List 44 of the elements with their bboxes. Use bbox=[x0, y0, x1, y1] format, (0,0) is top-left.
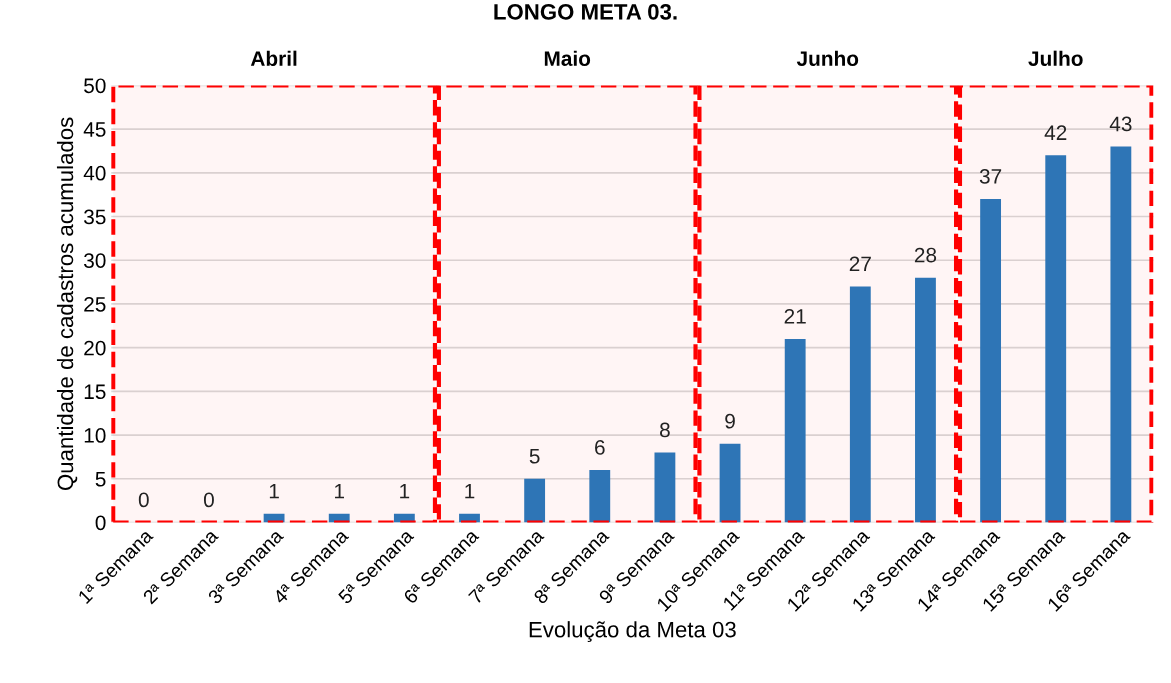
data-label: 6 bbox=[595, 440, 605, 455]
y-axis-title: Quantidade de cadastros acumulados bbox=[56, 117, 78, 491]
y-tick-label: 45 bbox=[83, 122, 106, 137]
y-tick-label: 25 bbox=[84, 296, 106, 312]
band-label: Abril bbox=[250, 50, 297, 66]
data-label: 0 bbox=[203, 492, 214, 508]
data-label: 9 bbox=[725, 413, 735, 429]
y-tick-label: 35 bbox=[84, 209, 106, 225]
bar bbox=[524, 478, 546, 523]
data-label: 27 bbox=[849, 256, 871, 272]
bar bbox=[719, 443, 741, 523]
data-label: 8 bbox=[660, 422, 670, 438]
y-tick-label: 5 bbox=[95, 472, 106, 487]
y-tick-label: 20 bbox=[84, 340, 106, 356]
data-label: 37 bbox=[979, 169, 1002, 184]
bar bbox=[1110, 146, 1132, 523]
bar bbox=[1045, 155, 1067, 523]
x-axis-title: Evolução da Meta 03 bbox=[529, 621, 736, 642]
data-label: 43 bbox=[1109, 116, 1132, 132]
y-tick-label: 0 bbox=[95, 515, 106, 531]
bar bbox=[654, 452, 676, 523]
data-label: 0 bbox=[138, 492, 149, 508]
y-tick-label: 30 bbox=[84, 253, 106, 268]
band-label: Junho bbox=[796, 50, 859, 66]
band-label: Maio bbox=[544, 50, 591, 66]
data-label: 1 bbox=[400, 483, 410, 499]
data-label: 21 bbox=[784, 308, 806, 324]
bar bbox=[915, 277, 936, 523]
data-label: 28 bbox=[914, 247, 937, 263]
bar bbox=[849, 286, 871, 523]
bar bbox=[589, 470, 611, 523]
chart-title: LONGO META 03. bbox=[494, 4, 677, 20]
data-label: 5 bbox=[529, 449, 540, 464]
data-label: 1 bbox=[465, 483, 475, 499]
y-tick-label: 40 bbox=[83, 165, 106, 181]
bar bbox=[980, 199, 1002, 523]
data-label: 1 bbox=[269, 483, 279, 499]
y-tick-label: 50 bbox=[84, 78, 106, 94]
bar bbox=[784, 338, 806, 523]
band-label: Julho bbox=[1028, 50, 1083, 66]
y-tick-label: 15 bbox=[84, 384, 106, 400]
data-label: 42 bbox=[1044, 125, 1067, 140]
data-label: 1 bbox=[335, 483, 344, 499]
y-tick-label: 10 bbox=[84, 428, 106, 443]
